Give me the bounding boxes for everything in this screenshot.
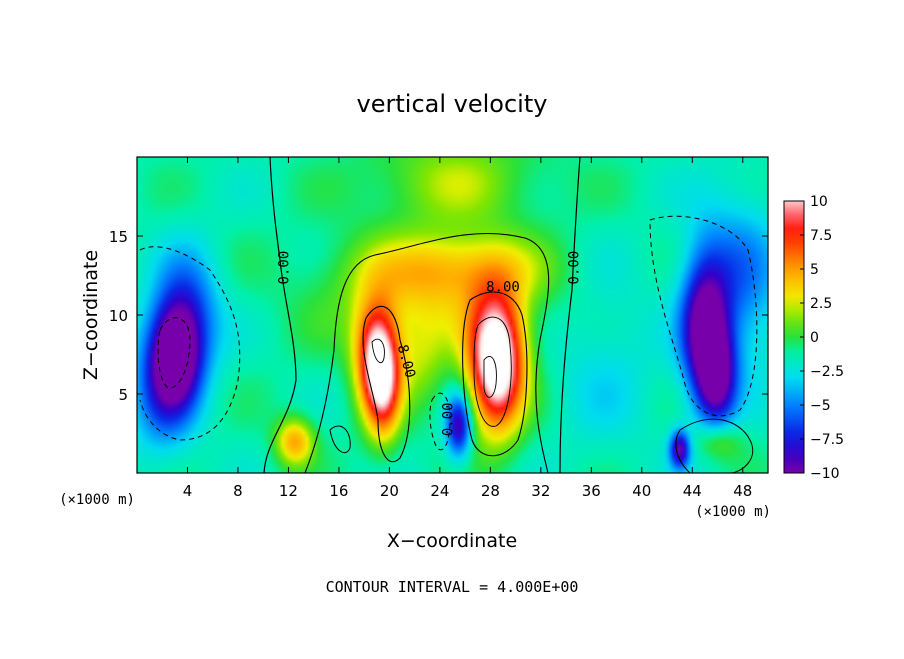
x-tick-label: 48 [733,482,752,500]
x-tick-label: 32 [531,482,550,500]
contour-8-right [462,291,528,457]
colorbar-tick-label: 10 [810,194,828,210]
x-unit-left: (×1000 m) [59,492,135,508]
contour-neg-left-core [157,317,191,389]
x-tick-label: 8 [233,482,243,500]
heatmap-image [137,157,768,473]
x-tick-label: 44 [683,482,702,500]
contour-label: 0.00 [276,251,292,285]
contour-8-left [362,305,411,463]
y-tick-label: 5 [118,386,128,404]
contour-label: 0.00 [567,251,583,285]
contour-label: 8.00 [486,279,520,295]
colorbar-tick-label: −2.5 [810,364,844,380]
x-tick-label: 24 [430,482,449,500]
contour-interval-note: CONTOUR INTERVAL = 4.000E+00 [326,578,579,596]
colorbar-tick-label: 0 [810,330,819,346]
heatmap-field [137,157,768,473]
contour-neg-left [139,246,241,441]
contour-12-right [473,316,512,427]
contour-labels: 0.008.000.008.000.00 [276,251,582,436]
x-tick-label: 28 [481,482,500,500]
x-axis-label: X−coordinate [387,530,517,552]
colorbar: 10 7.5 5 2.5 0 −2.5 −5 −7.5 −10 [783,194,844,482]
contour-zero-right [559,157,581,473]
colorbar-tick-label: 5 [810,262,819,278]
x-tick-label: 40 [632,482,651,500]
contour-12-left [371,338,385,364]
contour-16-right [483,355,497,398]
x-tick-label: 16 [329,482,348,500]
x-tick-label: 12 [279,482,298,500]
y-axis-label: Z−coordinate [80,250,102,380]
contour-small-right [675,418,753,473]
x-tick-label: 20 [380,482,399,500]
contour-lines [139,157,758,473]
colorbar-tick-label: −7.5 [810,432,844,448]
contour-small-left [329,425,351,453]
x-unit-right: (×1000 m) [695,504,771,520]
colorbar-ticks: 10 7.5 5 2.5 0 −2.5 −5 −7.5 −10 [800,194,844,482]
y-tick-label: 15 [109,228,128,246]
x-tick-label: 36 [582,482,601,500]
colorbar-tick-label: 2.5 [810,296,832,312]
chart-title: vertical velocity [357,90,548,118]
x-axis-ticks: 4 8 12 16 20 24 28 32 36 40 44 48 [183,157,752,500]
contour-neg-right [649,215,758,417]
contour-zero-center [304,232,550,473]
y-axis-ticks: 5 10 15 [109,228,768,404]
colorbar-tick-label: 7.5 [810,228,832,244]
colorbar-tick-label: −10 [810,466,840,482]
x-tick-label: 4 [183,482,193,500]
colorbar-tick-label: −5 [810,398,831,414]
y-tick-label: 10 [109,307,128,325]
contour-zero-left [263,157,297,473]
contour-label: 0.00 [441,402,457,436]
